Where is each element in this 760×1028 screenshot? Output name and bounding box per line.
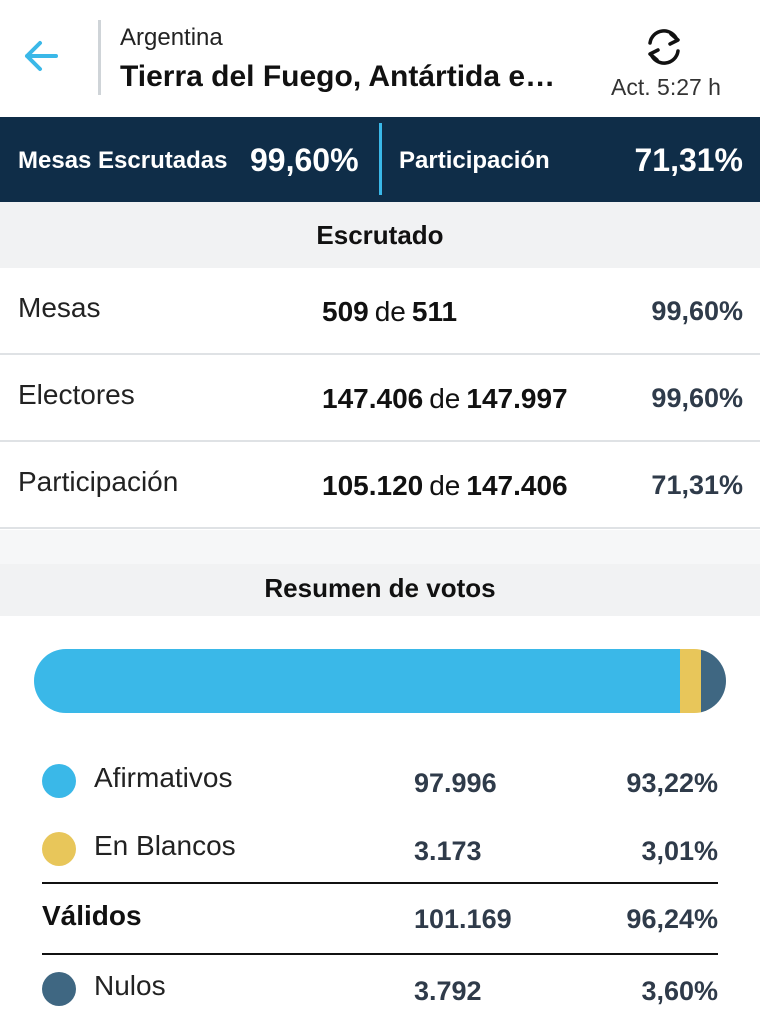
row-percent: 99,60% <box>651 296 743 326</box>
legend-value: 3.173 <box>414 836 482 866</box>
row-label: Participación <box>18 466 179 497</box>
mesas-escrutadas-value: 99,60% <box>250 142 359 178</box>
escrutado-heading: Escrutado <box>0 202 760 268</box>
row-count-sep: de <box>429 383 461 414</box>
country-label: Argentina <box>120 24 223 51</box>
row-count-total: 147.997 <box>466 383 568 414</box>
bar-segment-afirmativos <box>34 649 681 713</box>
bar-segment-en-blancos <box>680 649 702 713</box>
legend-row-afirmativos: Afirmativos 97.996 93,22% <box>0 752 760 812</box>
votes-stacked-bar <box>34 649 726 713</box>
row-count-value: 509 <box>322 296 369 327</box>
row-count-sep: de <box>374 296 406 327</box>
row-count-total: 511 <box>411 296 458 327</box>
legend-value: 101.169 <box>414 904 512 934</box>
refresh-button[interactable]: Act. 5:27 h <box>596 20 736 104</box>
legend-row-nulos: Nulos 3.792 3,60% <box>0 960 760 1020</box>
mesas-escrutadas-label: Mesas Escrutadas <box>18 147 228 174</box>
row-percent: 71,31% <box>651 470 743 500</box>
legend-dot <box>42 832 76 866</box>
row-count-sep: de <box>429 470 461 501</box>
legend-name: Afirmativos <box>94 762 233 793</box>
legend-name: En Blancos <box>94 830 236 861</box>
row-label: Mesas <box>18 292 101 323</box>
legend-percent: 96,24% <box>626 904 718 934</box>
row-count-value: 105.120 <box>322 470 424 501</box>
row-count-total: 147.406 <box>466 470 568 501</box>
row-percent: 99,60% <box>651 383 743 413</box>
row-count: 105.120 de 147.406 <box>322 470 568 502</box>
row-label: Electores <box>18 379 135 410</box>
summary-bar: Mesas Escrutadas 99,60% Participación 71… <box>0 117 760 202</box>
row-count: 147.406 de 147.997 <box>322 383 568 415</box>
escrutado-row-electores: Electores 147.406 de 147.997 99,60% <box>0 355 760 442</box>
escrutado-row-mesas: Mesas 509 de 511 99,60% <box>0 268 760 355</box>
legend-percent: 93,22% <box>626 768 718 798</box>
back-button[interactable] <box>14 30 66 82</box>
arrow-left-icon <box>25 41 58 71</box>
participacion-label: Participación <box>399 147 550 174</box>
header-divider <box>98 20 101 95</box>
legend-value: 97.996 <box>414 768 497 798</box>
divider-line <box>42 882 718 884</box>
summary-divider <box>379 123 382 195</box>
legend-name: Válidos <box>42 900 142 931</box>
participacion-value: 71,31% <box>634 142 743 178</box>
row-count: 509 de 511 <box>322 296 457 328</box>
row-count-value: 147.406 <box>322 383 424 414</box>
legend-dot <box>42 764 76 798</box>
region-title: Tierra del Fuego, Antártida e I... <box>120 60 560 93</box>
legend-name: Nulos <box>94 970 166 1001</box>
section-gap <box>0 530 760 564</box>
divider-line <box>42 953 718 955</box>
legend-dot <box>42 972 76 1006</box>
legend-percent: 3,60% <box>641 976 718 1006</box>
legend-row-validos: Válidos 101.169 96,24% <box>0 888 760 948</box>
bar-segment-nulos <box>701 649 726 713</box>
resumen-heading: Resumen de votos <box>0 564 760 616</box>
refresh-icon <box>648 29 680 65</box>
legend-value: 3.792 <box>414 976 482 1006</box>
legend-row-en-blancos: En Blancos 3.173 3,01% <box>0 820 760 880</box>
escrutado-row-participacion: Participación 105.120 de 147.406 71,31% <box>0 442 760 529</box>
header: Argentina Tierra del Fuego, Antártida e … <box>0 0 760 117</box>
update-time: Act. 5:27 h <box>611 74 721 100</box>
legend-percent: 3,01% <box>641 836 718 866</box>
